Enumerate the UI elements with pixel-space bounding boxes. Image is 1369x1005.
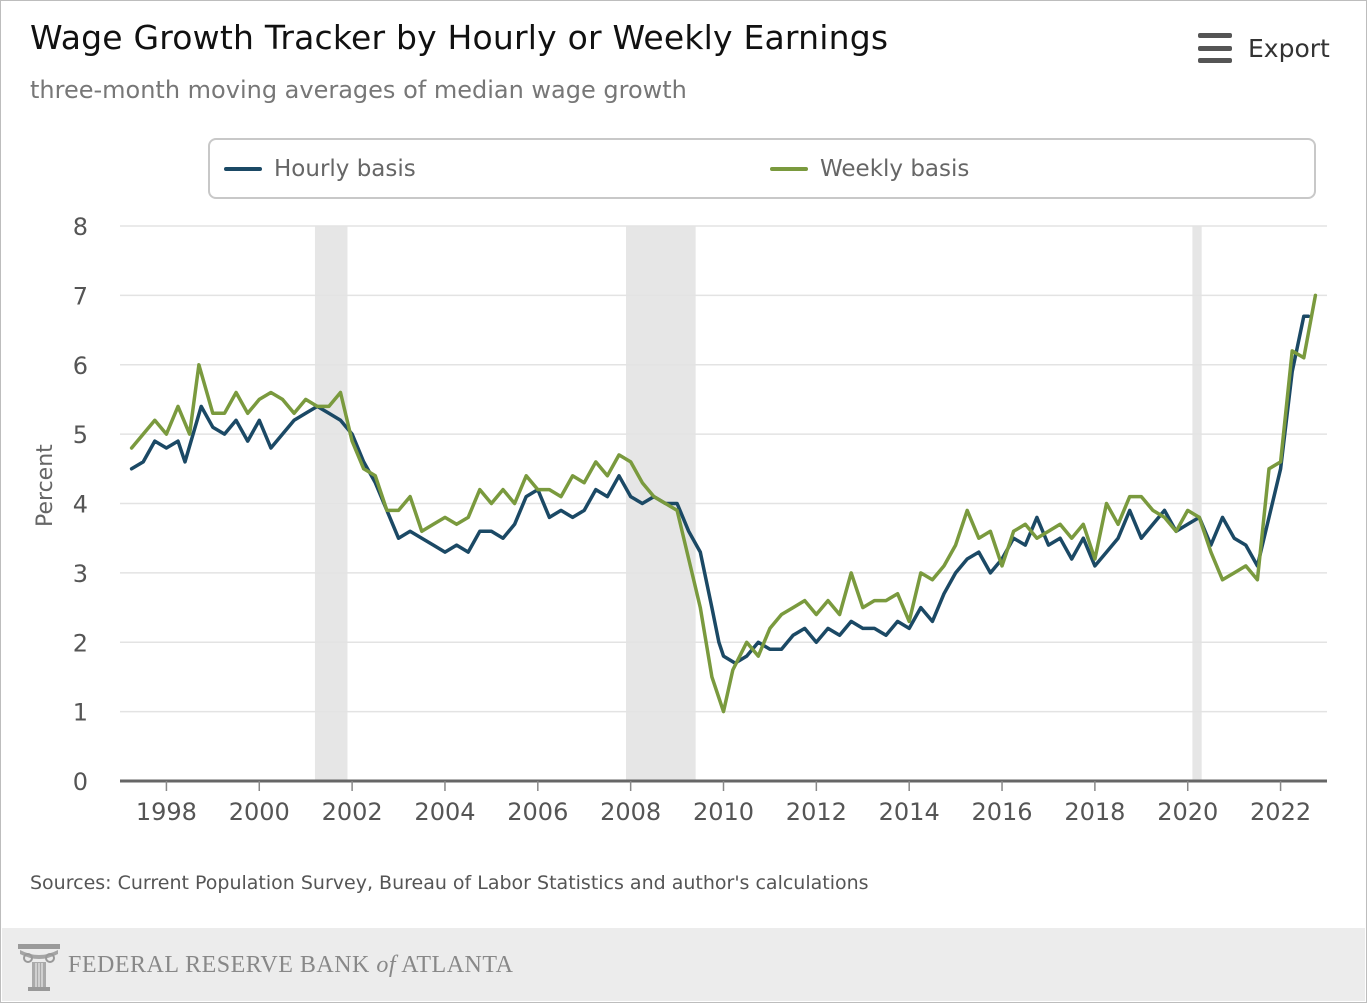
export-label: Export <box>1248 33 1330 63</box>
sources-note: Sources: Current Population Survey, Bure… <box>30 872 869 894</box>
x-tick-label-2020: 2020 <box>1157 798 1218 826</box>
x-tick-label-2018: 2018 <box>1064 798 1125 826</box>
y-axis-label: Percent <box>33 444 58 527</box>
y-tick-label-2: 2 <box>73 629 88 657</box>
legend: Hourly basis Weekly basis <box>208 138 1316 199</box>
footer-org-of: of <box>376 952 397 978</box>
footer: FEDERAL RESERVE BANK of ATLANTA <box>2 928 1365 1001</box>
x-tick-label-2014: 2014 <box>879 798 940 826</box>
y-tick-label-4: 4 <box>73 491 88 519</box>
x-tick-label-2012: 2012 <box>786 798 847 826</box>
x-tick-label-2002: 2002 <box>322 798 383 826</box>
hamburger-menu-icon[interactable] <box>1198 33 1232 63</box>
y-tick-label-0: 0 <box>73 768 88 796</box>
x-tick-label-2006: 2006 <box>507 798 568 826</box>
footer-org-prefix: FEDERAL RESERVE BANK <box>68 952 377 978</box>
line-chart: 0 1 2 3 4 5 6 7 8 1998 2000 2002 2004 2006 2008 2010 201… <box>73 213 1327 826</box>
y-tick-label-1: 1 <box>73 699 88 727</box>
series-line-weekly-basis <box>129 293 1318 714</box>
footer-organization: FEDERAL RESERVE BANK of ATLANTA <box>68 952 513 979</box>
federal-reserve-column-logo-icon <box>18 944 60 991</box>
y-tick-label-6: 6 <box>73 352 88 380</box>
legend-label-hourly: Hourly basis <box>274 155 416 182</box>
y-tick-label-7: 7 <box>73 282 88 310</box>
x-tick-label-2000: 2000 <box>229 798 290 826</box>
chart-title: Wage Growth Tracker by Hourly or Weekly … <box>30 18 889 57</box>
y-tick-label-5: 5 <box>73 421 88 449</box>
x-tick-label-2004: 2004 <box>414 798 475 826</box>
x-tick-label-2022: 2022 <box>1250 798 1311 826</box>
footer-org-suffix: ATLANTA <box>396 952 514 978</box>
export-button[interactable]: Export <box>1198 28 1330 68</box>
x-tick-label-2016: 2016 <box>971 798 1032 826</box>
x-tick-label-2010: 2010 <box>693 798 754 826</box>
legend-label-weekly: Weekly basis <box>820 155 970 182</box>
chart-subtitle: three-month moving averages of median wa… <box>30 76 687 104</box>
legend-item-hourly[interactable]: Hourly basis <box>224 140 416 197</box>
x-tick-label-2008: 2008 <box>600 798 661 826</box>
x-tick-label-1998: 1998 <box>136 798 197 826</box>
legend-item-weekly[interactable]: Weekly basis <box>770 140 969 197</box>
y-tick-label-8: 8 <box>73 213 88 241</box>
legend-swatch-hourly <box>224 166 262 171</box>
legend-swatch-weekly <box>770 166 808 171</box>
series-line-hourly-basis <box>129 314 1311 665</box>
y-tick-label-3: 3 <box>73 560 88 588</box>
